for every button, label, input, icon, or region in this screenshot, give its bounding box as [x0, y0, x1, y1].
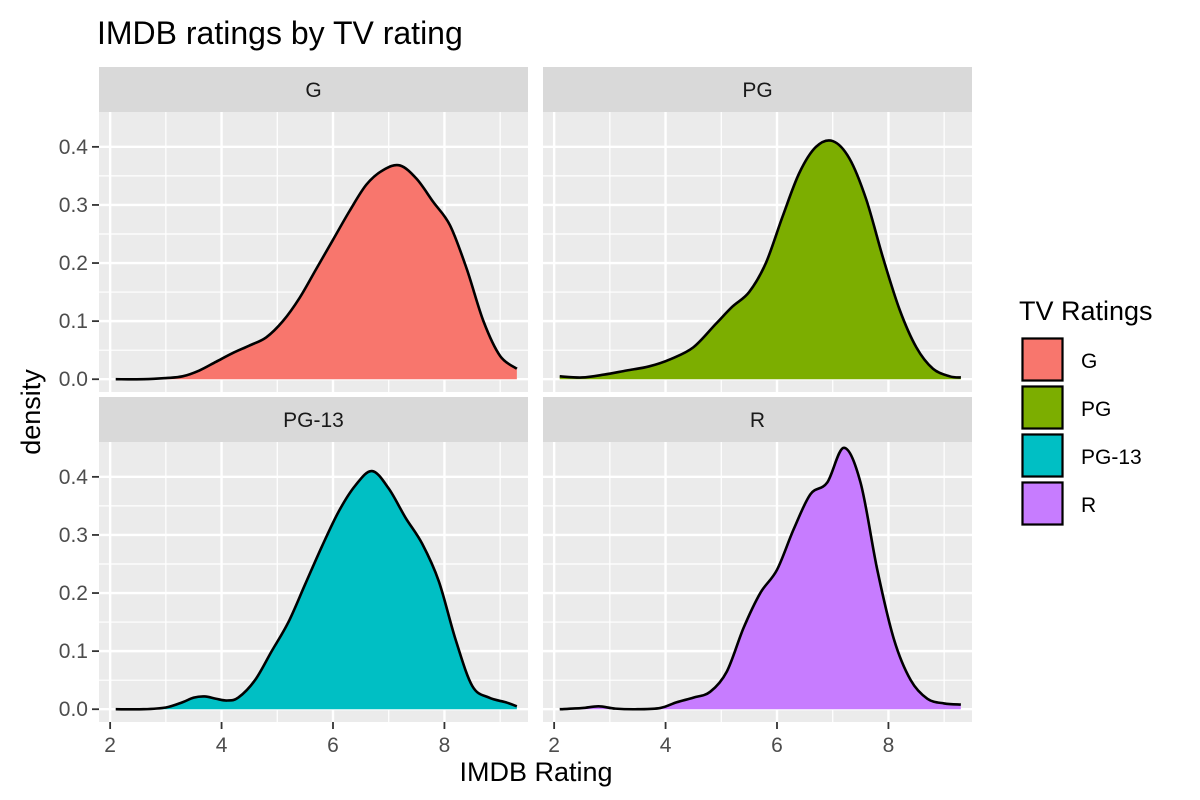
legend-swatch-pg-13	[1021, 433, 1064, 478]
x-tick-label: 2	[548, 734, 560, 757]
y-tick-label: 0.1	[59, 310, 88, 333]
facet-panel-r: R	[543, 397, 972, 722]
facet-strip-pg	[543, 67, 972, 112]
x-tick-label: 8	[439, 734, 451, 757]
y-axis-ticks: 0.0 0.1 0.2 0.3 0.4 0.0 0.1 0.2 0.3 0.4	[59, 136, 99, 721]
x-tick-label: 6	[771, 734, 783, 757]
facet-strip-pg-13	[99, 397, 528, 442]
x-tick-label: 6	[327, 734, 339, 757]
facet-panel-pg: PG	[543, 67, 972, 392]
density-area-r	[559, 447, 961, 710]
facet-panel-pg-13: PG-13	[99, 397, 528, 722]
legend-label-pg-13: PG-13	[1081, 446, 1142, 469]
density-area-g	[115, 165, 517, 380]
legend: TV Ratings G PG PG-13 R	[1019, 296, 1153, 526]
x-tick-label: 8	[883, 734, 895, 757]
facet-strip-label-pg-13: PG-13	[283, 409, 344, 432]
legend-title: TV Ratings	[1019, 296, 1153, 326]
legend-label-r: R	[1081, 494, 1096, 517]
density-area-pg-13	[115, 471, 517, 710]
x-axis-ticks: 2 4 6 8 2 4 6 8	[104, 722, 894, 757]
density-line-pg	[559, 139, 961, 379]
density-line-r	[559, 446, 961, 711]
density-line-g	[115, 163, 518, 381]
y-axis-label: density	[16, 369, 46, 455]
facet-strip-r	[543, 397, 972, 442]
y-tick-label: 0.2	[59, 582, 88, 605]
facet-strip-label-r: R	[750, 409, 765, 432]
legend-label-pg: PG	[1081, 398, 1111, 421]
chart-title: IMDB ratings by TV rating	[97, 15, 463, 51]
facet-strip-label-g: G	[305, 79, 321, 102]
facet-strip-g	[99, 67, 528, 112]
facet-panel-g: G	[99, 67, 528, 392]
x-tick-label: 4	[216, 734, 228, 757]
y-tick-label: 0.4	[59, 136, 89, 159]
y-tick-label: 0.4	[59, 466, 89, 489]
legend-swatch-g	[1021, 337, 1064, 382]
density-line-pg-13	[115, 469, 518, 711]
facet-strip-label-pg: PG	[742, 79, 772, 102]
legend-swatch-pg	[1021, 385, 1064, 430]
y-tick-label: 0.3	[59, 524, 88, 547]
y-tick-label: 0.0	[59, 698, 88, 721]
legend-swatch-r	[1021, 481, 1064, 526]
y-tick-label: 0.1	[59, 640, 88, 663]
facet-panels: G PG PG-13 R	[99, 67, 972, 722]
y-tick-label: 0.0	[59, 368, 88, 391]
y-tick-label: 0.3	[59, 194, 88, 217]
y-tick-label: 0.2	[59, 252, 88, 275]
density-area-pg	[559, 140, 961, 380]
x-axis-label: IMDB Rating	[459, 757, 612, 787]
x-tick-label: 2	[104, 734, 116, 757]
legend-label-g: G	[1081, 350, 1097, 373]
x-tick-label: 4	[660, 734, 672, 757]
